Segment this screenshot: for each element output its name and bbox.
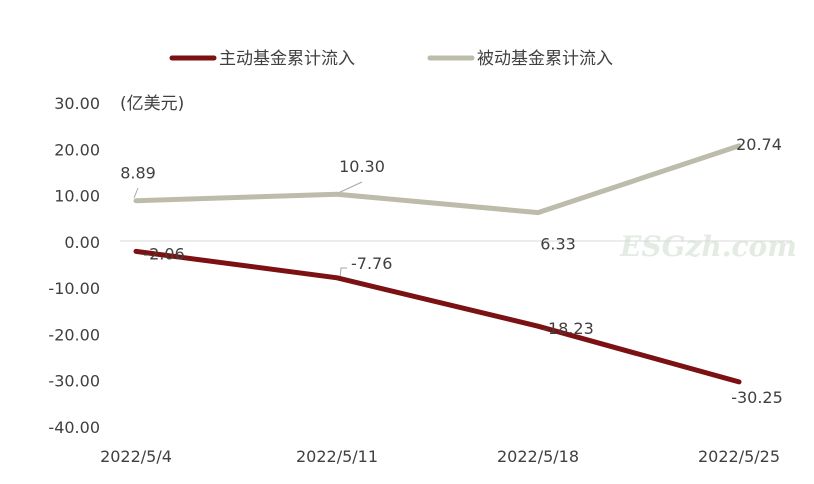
legend: 主动基金累计流入 被动基金累计流入 <box>169 49 613 69</box>
x-axis-ticks: 2022/5/4 2022/5/11 2022/5/18 2022/5/25 <box>100 447 780 466</box>
x-tick-label: 2022/5/18 <box>497 447 579 466</box>
y-tick-label: -10.00 <box>48 279 100 298</box>
passive-data-label: 20.74 <box>736 135 782 154</box>
legend-label-passive: 被动基金累计流入 <box>477 49 613 69</box>
passive-fund-line <box>133 143 742 216</box>
unit-label: (亿美元) <box>120 94 184 114</box>
x-tick-label: 2022/5/25 <box>698 447 780 466</box>
passive-data-label: 8.89 <box>120 164 156 183</box>
x-tick-label: 2022/5/4 <box>100 447 172 466</box>
y-tick-label: -30.00 <box>48 372 100 391</box>
active-data-label: -7.76 <box>351 254 392 273</box>
y-tick-label: 30.00 <box>54 94 100 113</box>
leader-line-passive-1 <box>133 187 139 199</box>
active-data-label: -2.06 <box>143 244 184 263</box>
y-tick-label: -20.00 <box>48 325 100 344</box>
y-tick-label: 20.00 <box>54 140 100 159</box>
y-tick-label: 10.00 <box>54 187 100 206</box>
passive-data-label: 6.33 <box>540 235 576 254</box>
y-tick-label: -40.00 <box>48 418 100 437</box>
active-data-label: -30.25 <box>731 388 783 407</box>
x-tick-label: 2022/5/11 <box>296 447 378 466</box>
series-lines <box>133 143 742 385</box>
y-tick-label: 0.00 <box>64 233 100 252</box>
watermark: ESGzh.com <box>619 230 797 263</box>
active-data-label: -18.23 <box>542 319 594 338</box>
legend-label-active: 主动基金累计流入 <box>219 49 355 69</box>
passive-data-label: 10.30 <box>339 157 385 176</box>
data-labels: -2.06 -7.76 -18.23 -30.25 8.89 10.30 6.33 20.74 <box>120 135 783 407</box>
y-axis-ticks: 30.00 20.00 10.00 0.00 -10.00 -20.00 -30.00 -40… <box>48 94 100 437</box>
active-fund-line <box>133 248 742 385</box>
leader-line-active-2 <box>339 267 347 279</box>
